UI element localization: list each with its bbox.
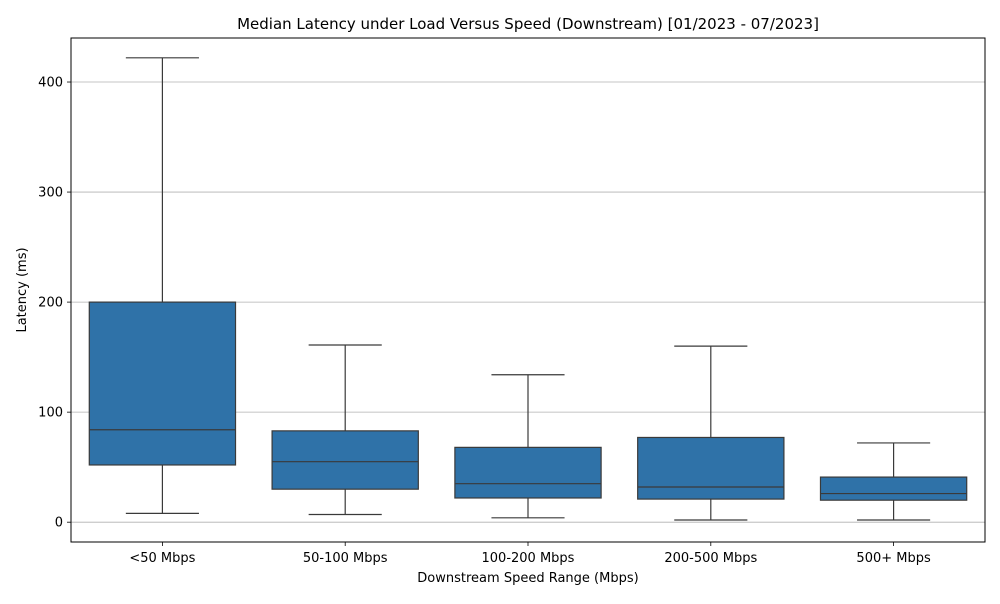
x-tick-label: 100-200 Mbps [482,551,575,566]
x-tick-label: 200-500 Mbps [664,551,757,566]
y-axis-label: Latency (ms) [15,247,30,332]
y-tick-label: 400 [38,76,63,91]
chart-title: Median Latency under Load Versus Speed (… [237,15,819,33]
box-group [637,345,785,521]
box-group [88,57,237,514]
iqr-box [454,446,602,499]
x-axis-label: Downstream Speed Range (Mbps) [417,571,638,586]
box-layer [88,57,968,521]
x-tick-label: 50-100 Mbps [303,551,388,566]
iqr-box [271,430,419,490]
y-tick-label: 300 [38,186,63,201]
y-tick-label: 200 [38,296,63,311]
iqr-box [637,436,785,500]
box-group [271,344,419,516]
box-group [454,374,602,519]
box-group [819,442,968,521]
axis-layer: 0 100 200 300 400 <50 Mbps 50-100 Mbps 100-200 … [38,76,931,566]
iqr-box [88,301,237,466]
iqr-box [819,476,968,501]
x-tick-label: 500+ Mbps [856,551,931,566]
y-tick-label: 100 [38,406,63,421]
y-tick-label: 0 [55,516,63,531]
x-tick-label: <50 Mbps [129,551,195,566]
